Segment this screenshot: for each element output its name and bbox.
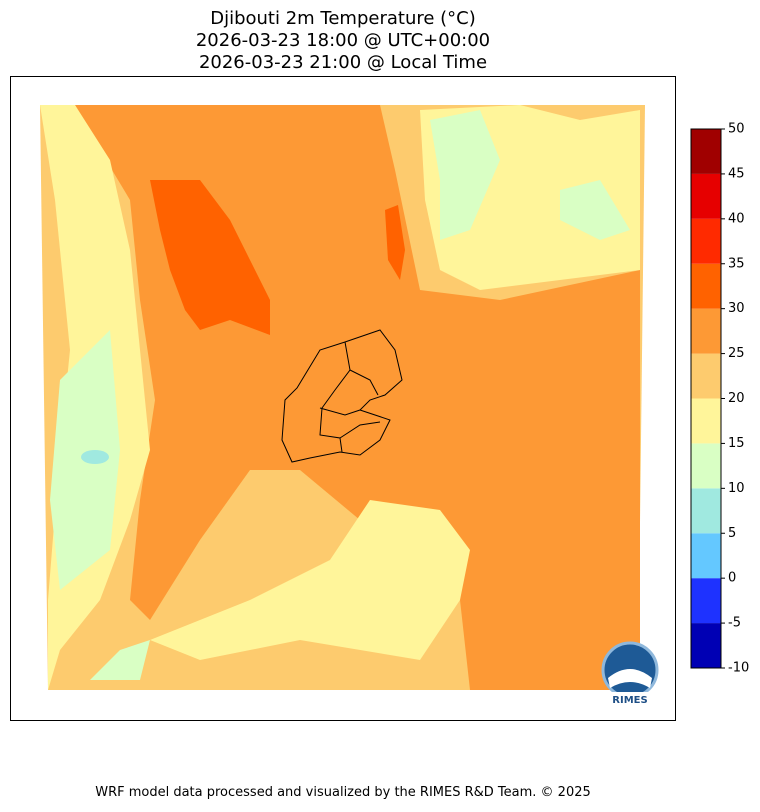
temp-region: [150, 500, 470, 660]
colorbar-tick-label: 10: [728, 481, 745, 496]
colorbar-bin: [691, 308, 721, 354]
colorbar-tick-label: 40: [728, 211, 745, 226]
colorbar-bin: [691, 443, 721, 489]
colorbar-bin: [691, 129, 721, 174]
temp-region: [81, 450, 109, 464]
colorbar-bin: [691, 173, 721, 219]
colorbar-bin: [691, 398, 721, 444]
colorbar-bin: [691, 623, 721, 668]
temp-region: [150, 180, 270, 335]
temp-region: [430, 110, 500, 240]
title-line: 2026-03-23 21:00 @ Local Time: [199, 52, 487, 73]
colorbar-tick-label: 50: [728, 122, 745, 137]
colorbar-tick-label: 5: [728, 526, 736, 541]
colorbar-tick-label: -10: [728, 661, 749, 676]
colorbar-tick-label: 35: [728, 256, 745, 271]
footer: WRF model data processed and visualized …: [95, 785, 591, 800]
logo-text: RIMES: [612, 695, 647, 706]
colorbar: -10 -5 0 5 10 15 20 25 30 35 40 45 50: [690, 122, 749, 676]
colorbar-tick-label: 45: [728, 166, 745, 181]
colorbar-tick-label: 0: [728, 571, 736, 586]
colorbar-bin: [691, 353, 721, 399]
colorbar-tick-label: 20: [728, 391, 745, 406]
colorbar-bin: [691, 488, 721, 534]
colorbar-bin: [691, 218, 721, 264]
colorbar-tick-label: 15: [728, 436, 745, 451]
colorbar-bin: [691, 263, 721, 309]
title-line: 2026-03-23 18:00 @ UTC+00:00: [196, 30, 490, 51]
title-line: Djibouti 2m Temperature (°C): [210, 8, 476, 29]
temp-region: [385, 205, 405, 280]
colorbar-tick-label: 25: [728, 346, 745, 361]
colorbar-tick-label: -5: [728, 616, 741, 631]
country-border: [281, 329, 403, 463]
temp-region: [90, 640, 150, 680]
logo: RIMES: [601, 641, 659, 706]
colorbar-bin: [691, 578, 721, 624]
temp-region: [560, 180, 630, 240]
map: RIMES: [40, 105, 659, 706]
colorbar-tick-label: 30: [728, 301, 745, 316]
colorbar-bin: [691, 533, 721, 579]
